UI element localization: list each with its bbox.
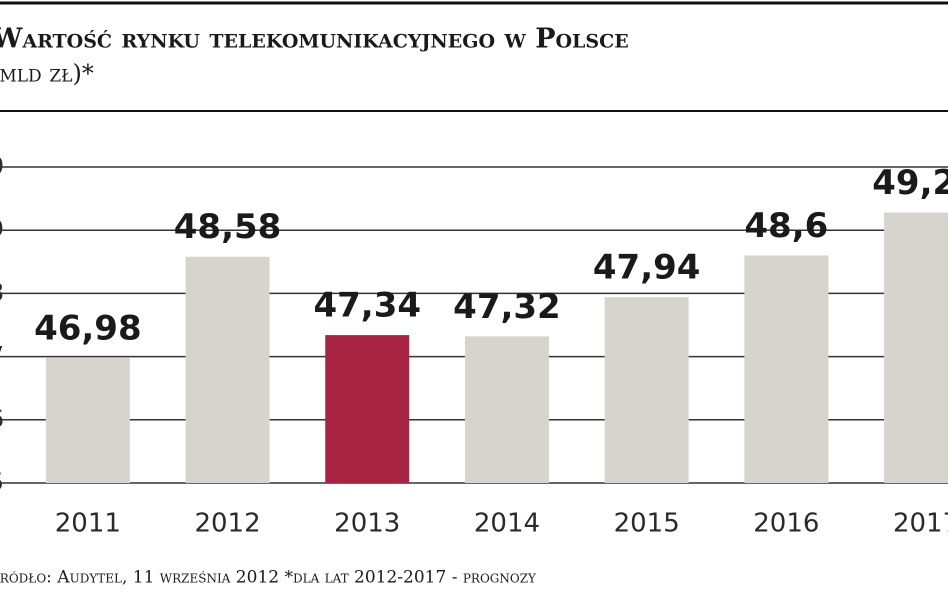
value-label: 48,58 bbox=[174, 207, 282, 247]
chart-title: Wartość rynku telekomunikacyjnego w Pols… bbox=[0, 24, 629, 55]
value-label: 49,28 bbox=[872, 163, 948, 203]
value-label: 47,94 bbox=[593, 248, 701, 288]
y-tick-label: 46 bbox=[0, 405, 4, 433]
value-label: 48,6 bbox=[744, 206, 828, 246]
y-tick-label: 49 bbox=[0, 215, 4, 243]
y-tick-label: 48 bbox=[0, 278, 4, 306]
x-tick-label: 2015 bbox=[614, 509, 680, 539]
bar bbox=[325, 335, 410, 483]
bar bbox=[464, 336, 549, 483]
x-tick-label: 2011 bbox=[55, 509, 121, 539]
value-label: 47,34 bbox=[313, 286, 421, 326]
bar bbox=[744, 255, 829, 483]
y-tick-label: 45 bbox=[0, 468, 4, 496]
bar bbox=[185, 256, 270, 483]
y-tick-label: 50 bbox=[0, 152, 4, 180]
chart-subtitle: (mld zł)* bbox=[0, 60, 94, 88]
value-label: 47,32 bbox=[453, 287, 561, 327]
bar bbox=[884, 212, 948, 483]
x-tick-label: 2012 bbox=[194, 509, 260, 539]
x-tick-label: 2016 bbox=[753, 509, 819, 539]
x-tick-label: 2017 bbox=[893, 509, 948, 539]
source-note: Źródło: Audytel, 11 września 2012 *dla l… bbox=[0, 567, 537, 588]
value-label: 46,98 bbox=[34, 308, 142, 348]
bar bbox=[604, 297, 689, 483]
y-tick-label: 47 bbox=[0, 342, 4, 370]
x-tick-label: 2014 bbox=[474, 509, 540, 539]
bar bbox=[45, 357, 130, 483]
x-tick-label: 2013 bbox=[334, 509, 400, 539]
